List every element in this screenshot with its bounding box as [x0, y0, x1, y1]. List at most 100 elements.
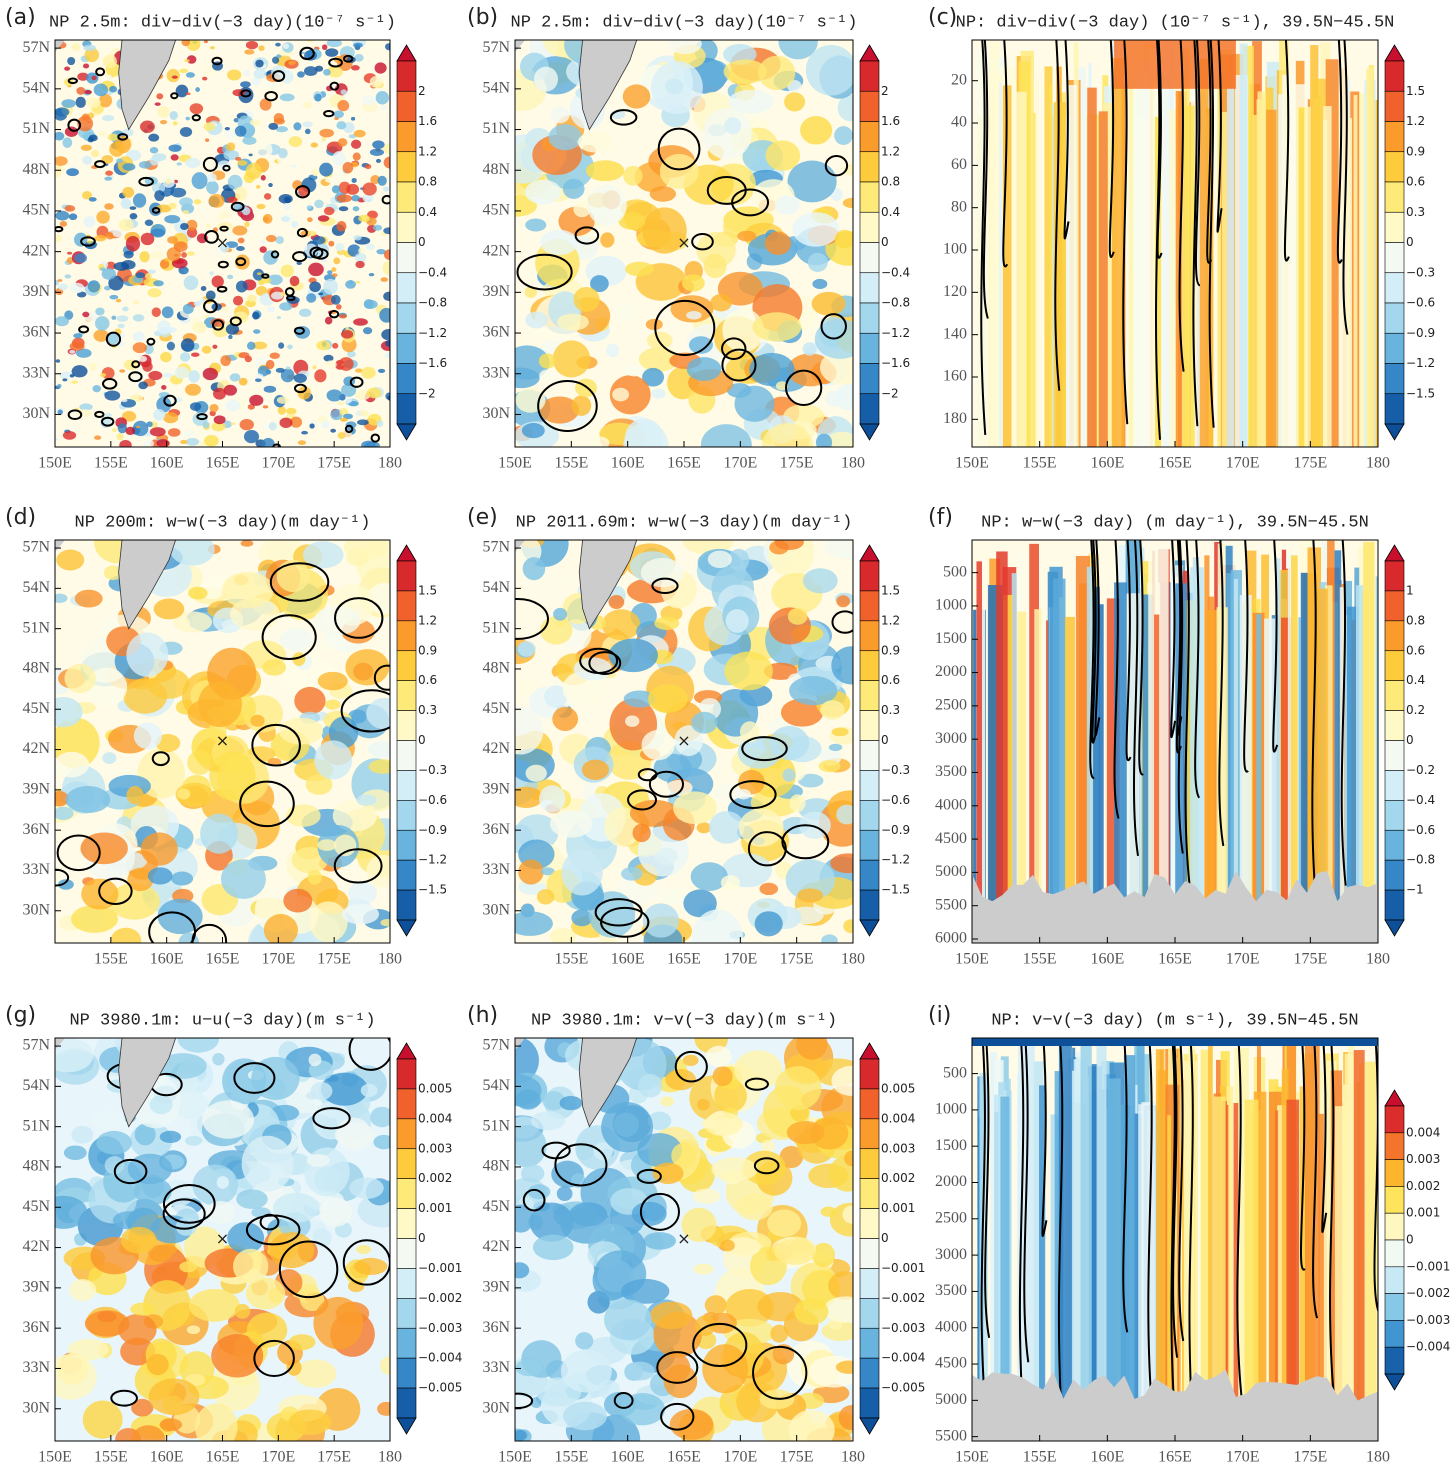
field-blob: [171, 154, 179, 160]
field-blob: [122, 307, 129, 312]
y-tick-label: 5500: [935, 896, 967, 913]
y-tick-label: 140: [943, 325, 967, 342]
field-blob: [283, 43, 289, 48]
field-blob: [163, 373, 173, 378]
field-blob: [61, 99, 75, 108]
field-blob: [206, 1201, 235, 1223]
x-tick-label: 170E: [261, 1449, 295, 1466]
field-blob: [269, 1232, 314, 1268]
colorbar-tick-label: 0.6: [1406, 643, 1425, 657]
field-blob: [156, 93, 163, 99]
field-blob: [64, 1145, 87, 1160]
panel-title: NP: w−w(−3 day) (m day⁻¹), 39.5N−45.5N: [981, 513, 1369, 532]
field-blob: [654, 617, 679, 630]
field-blob: [233, 296, 243, 306]
field-blob: [792, 212, 839, 247]
x-tick-label: 175E: [1293, 1449, 1327, 1466]
field-blob: [70, 283, 84, 293]
field-blob: [366, 243, 375, 249]
field-blob: [820, 700, 844, 720]
field-streak: [1099, 111, 1108, 447]
field-blob: [55, 316, 69, 326]
y-tick-label: 2000: [935, 663, 967, 680]
field-blob: [133, 314, 144, 321]
y-tick-label: 5500: [935, 1427, 967, 1444]
field-blob: [281, 265, 294, 278]
y-tick-label: 60: [951, 156, 967, 173]
field-blob: [217, 1176, 229, 1189]
colorbar-tick-label: −0.9: [881, 823, 910, 837]
x-tick-label: 165E: [667, 951, 701, 968]
field-blob: [380, 919, 394, 926]
field-blob: [162, 306, 174, 318]
y-tick-label: 30N: [22, 901, 50, 918]
field-blob: [353, 43, 363, 48]
field-blob: [325, 177, 337, 183]
colorbar-segment: [397, 770, 416, 800]
field-blob: [351, 65, 360, 71]
x-tick-label: 180: [378, 455, 402, 472]
y-tick-label: 57N: [22, 39, 50, 56]
field-blob: [734, 386, 774, 422]
field-blob: [506, 1125, 546, 1167]
field-blob: [198, 681, 242, 727]
field-blob: [325, 360, 337, 368]
field-blob: [180, 352, 191, 361]
x-tick-label: 160E: [150, 1449, 184, 1466]
field-blob: [231, 423, 236, 425]
field-blob: [721, 875, 740, 890]
colorbar-tick-label: 0: [1406, 235, 1414, 249]
field-blob: [297, 71, 305, 77]
field-streak: [1240, 44, 1248, 447]
field-blob: [154, 190, 164, 201]
field-blob: [102, 115, 114, 121]
field-blob: [141, 832, 178, 865]
field-streak: [1161, 50, 1169, 447]
field-blob: [734, 1050, 782, 1089]
field-blob: [525, 180, 562, 205]
field-blob: [187, 251, 195, 256]
field-blob: [313, 365, 317, 369]
colorbar-tick-label: 0.3: [881, 703, 900, 717]
colorbar-segment: [860, 1239, 879, 1269]
field-blob: [187, 1325, 200, 1334]
center-mark: ×: [216, 233, 229, 252]
field-blob: [287, 345, 293, 350]
field-blob: [673, 791, 717, 824]
field-blob: [200, 814, 238, 854]
field-blob: [191, 352, 199, 356]
field-blob: [112, 428, 116, 432]
colorbar-segment: [1385, 243, 1404, 273]
field-blob: [796, 1028, 827, 1060]
field-blob: [308, 263, 324, 276]
y-tick-label: 36N: [482, 324, 510, 341]
x-tick-label: 170E: [723, 455, 757, 472]
y-tick-label: 57N: [482, 39, 510, 56]
field-blob: [263, 405, 269, 408]
field-blob: [507, 911, 553, 936]
colorbar-tick-label: 1.2: [881, 613, 900, 627]
x-tick-label: 150E: [955, 455, 989, 472]
colorbar-segment: [397, 1179, 416, 1209]
field-blob: [523, 557, 546, 580]
panel-label: (e): [467, 505, 498, 530]
colorbar-top: [860, 1043, 879, 1059]
field-blob: [165, 178, 171, 184]
colorbar-tick-label: 0.005: [418, 1081, 452, 1095]
colorbar-tick-label: −0.8: [881, 296, 910, 310]
y-tick-label: 51N: [22, 619, 50, 636]
colorbar-segment: [397, 1209, 416, 1239]
field-blob: [319, 129, 334, 138]
field: ×: [496, 20, 874, 472]
field-blob: [220, 443, 227, 449]
y-tick-label: 33N: [22, 1359, 50, 1376]
x-tick-label: 180: [378, 951, 402, 968]
field-blob: [638, 1074, 662, 1098]
colorbar-segment: [1385, 711, 1404, 741]
y-tick-label: 42N: [482, 1238, 510, 1255]
field-blob: [665, 79, 683, 95]
field-blob: [378, 369, 385, 373]
colorbar-bottom: [1385, 424, 1404, 440]
colorbar-tick-label: 1.2: [418, 613, 437, 627]
field-blob: [109, 295, 118, 300]
